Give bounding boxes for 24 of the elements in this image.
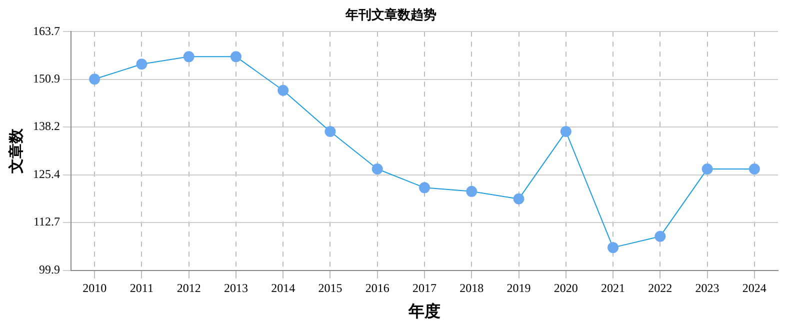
x-tick-label: 2021 [601,280,626,295]
x-tick-label: 2012 [176,280,201,295]
x-axis-title: 年度 [408,302,440,321]
x-tick-label: 2018 [460,280,484,295]
x-tick-label: 2015 [318,280,342,295]
y-tick-label: 150.9 [33,72,60,86]
y-tick-label: 163.7 [33,24,60,38]
x-tick-label: 2020 [554,280,578,295]
x-tick-label: 2013 [224,280,248,295]
x-tick-label: 2011 [130,280,154,295]
y-tick-label: 112.7 [33,214,60,229]
y-tick-label: 99.9 [39,262,60,277]
chart-title: 年刊文章数趋势 [344,7,436,22]
x-tick-label: 2016 [365,280,390,295]
y-tick-label: 125.4 [33,167,60,182]
x-tick-label: 2017 [412,280,436,295]
x-tick-label: 2014 [271,280,296,295]
x-tick-label: 2024 [742,280,766,295]
x-tick-label: 2019 [506,280,531,295]
x-tick-label: 2022 [648,280,672,295]
x-tick-label: 2023 [695,280,720,295]
y-axis-title: 文章数 [6,128,25,174]
x-tick-label: 2010 [82,280,107,295]
y-tick-label: 138.2 [33,119,60,134]
